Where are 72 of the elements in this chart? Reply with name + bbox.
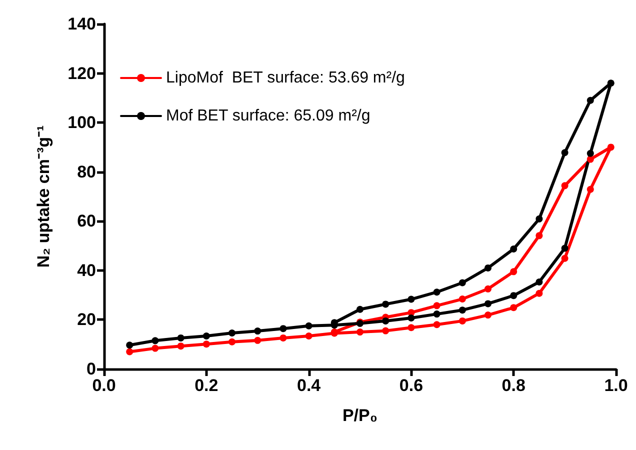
point	[561, 182, 568, 190]
point	[561, 149, 568, 156]
point	[458, 296, 466, 303]
point	[586, 156, 594, 163]
point	[510, 245, 518, 252]
point	[586, 150, 594, 157]
point	[408, 296, 415, 303]
point	[408, 324, 415, 332]
point	[356, 328, 364, 336]
point	[228, 338, 236, 346]
point	[433, 310, 440, 318]
point	[433, 288, 440, 296]
x-axis-title: P/P₀	[342, 406, 378, 425]
point	[510, 292, 518, 300]
point	[458, 279, 466, 286]
y-axis-title: N₂ uptake cm⁻³g⁻¹	[34, 124, 53, 268]
point	[305, 332, 312, 340]
point	[510, 268, 518, 276]
point	[484, 264, 492, 272]
point	[202, 340, 210, 348]
y-tick-label: 0	[86, 360, 96, 378]
point	[458, 317, 466, 324]
point	[382, 327, 390, 334]
y-tick-label: 40	[77, 260, 96, 280]
point	[484, 300, 492, 308]
point	[408, 314, 415, 322]
y-tick-label: 60	[77, 212, 96, 231]
point	[202, 332, 210, 340]
x-tick-label: 0.4	[296, 376, 322, 395]
point	[280, 334, 287, 342]
x-tick-label: 0.6	[399, 376, 424, 395]
x-tick-label: 1.0	[604, 376, 628, 395]
point	[356, 306, 364, 313]
point	[607, 80, 614, 87]
y-tick-label: 20	[77, 310, 96, 330]
x-tick-label: 0.8	[502, 376, 526, 395]
point	[484, 312, 492, 319]
point	[254, 336, 262, 344]
point	[126, 348, 134, 356]
point	[152, 337, 159, 344]
point	[586, 96, 594, 104]
point	[484, 285, 492, 292]
x-tick-label: 0.0	[92, 376, 116, 395]
x-tick-label: 0.2	[194, 376, 218, 395]
point	[561, 254, 568, 262]
y-tick-label: 80	[77, 162, 96, 182]
point	[382, 300, 390, 308]
legend-label: LipoMof BET surface: 53.69 m²/g	[166, 70, 405, 86]
point	[458, 306, 466, 314]
point	[536, 215, 543, 222]
point	[510, 304, 518, 312]
point	[280, 325, 287, 332]
point	[586, 186, 594, 193]
legend-label: Mof BET surface: 65.09 m²/g	[166, 108, 370, 124]
point	[561, 244, 568, 252]
y-tick-label: 100	[68, 113, 96, 132]
point	[433, 302, 440, 310]
point	[152, 344, 159, 352]
point	[607, 144, 614, 151]
point	[536, 278, 543, 286]
y-tick-label: 140	[68, 14, 96, 34]
point	[536, 232, 543, 240]
point	[126, 342, 134, 349]
point	[177, 334, 184, 342]
point	[382, 317, 390, 324]
point	[433, 321, 440, 328]
y-tick-label: 120	[68, 64, 96, 83]
point	[228, 330, 236, 337]
point	[254, 328, 262, 335]
point	[305, 322, 312, 330]
point	[536, 290, 543, 297]
point	[177, 342, 184, 350]
